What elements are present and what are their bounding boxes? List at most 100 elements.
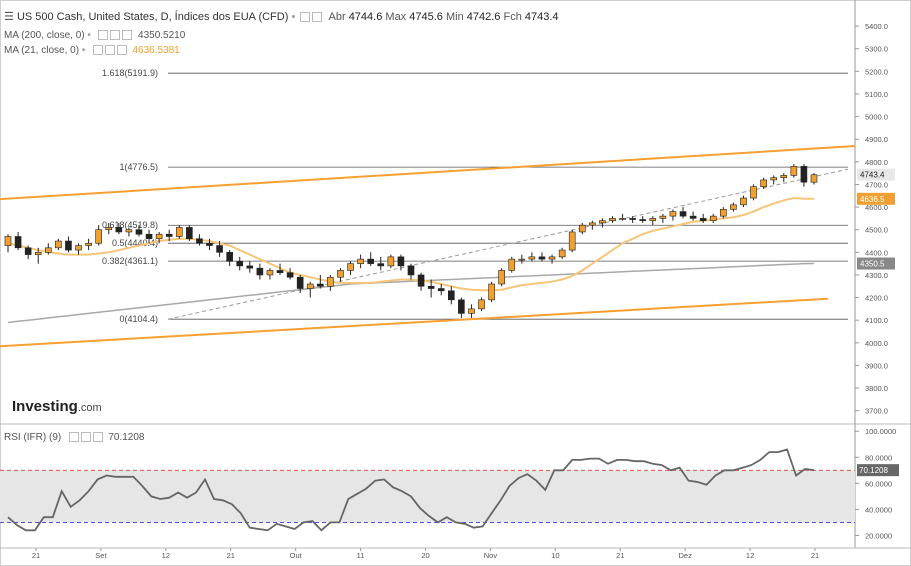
open-label: Abr [328, 11, 346, 23]
candle-body [196, 238, 203, 244]
time-tick-label: 12 [162, 551, 170, 560]
ma200-eye-icon[interactable] [98, 30, 109, 41]
time-tick-label: Nov [484, 551, 498, 560]
fibonacci-levels: 1.618(5191.9) 1(4776.5) 0.618(4519.8) 0.5(4… [102, 68, 849, 324]
candle-body [407, 265, 415, 276]
candle-body [55, 240, 62, 249]
candle-body [296, 276, 304, 289]
candle-body [246, 265, 254, 269]
ma21-price-tag-label: 4636.5 [860, 195, 885, 204]
ma21-price-tag-box [857, 192, 895, 205]
time-tick-label: Out [290, 551, 303, 560]
rsi-line [7, 448, 815, 532]
candle-body [750, 186, 757, 199]
ma21-legend: MA (21, close, 0) • 4636.5381 [4, 45, 180, 56]
time-tick-label: Dez [678, 551, 692, 560]
fib-level-label: 0.382(4361.1) [102, 256, 158, 266]
candle-body [599, 220, 606, 224]
channel-lower-line [0, 297, 829, 348]
settings-box-icon[interactable] [300, 12, 311, 23]
ma200-price-tag-box [857, 257, 895, 270]
candle-body [24, 247, 32, 255]
fib-level-label: 1(4776.5) [119, 162, 158, 172]
rsi-close-icon[interactable] [92, 432, 103, 443]
candle-body [367, 258, 375, 264]
low-label: Min [445, 11, 464, 23]
rsi-tick-label: 60.0000 [865, 479, 892, 488]
price-tick-label: 4200.0 [865, 294, 888, 303]
candle-body [699, 218, 707, 221]
candle-body [478, 299, 485, 310]
time-tick-label: 11 [357, 551, 365, 560]
candle-body [337, 270, 344, 278]
price-tick-label: 4600.0 [865, 203, 888, 212]
ma200-settings-icon[interactable] [110, 30, 121, 41]
candle-body [327, 276, 334, 287]
rsi-eye-icon[interactable] [68, 432, 79, 443]
candle-body [780, 175, 788, 178]
rsi-tick-label: 80.0000 [865, 453, 892, 462]
ma21-settings-icon[interactable] [104, 45, 115, 56]
candle-body [306, 283, 314, 289]
fib-level-label: 0(4104.4) [119, 314, 158, 324]
candle-body [85, 242, 92, 246]
price-tick-label: 4800.0 [865, 158, 888, 167]
rsi-value-tag-box [857, 464, 899, 477]
price-tick-label: 5100.0 [865, 90, 888, 99]
candle-body [659, 215, 667, 219]
close-label: Fch [503, 11, 522, 23]
ma21-eye-icon[interactable] [92, 45, 103, 56]
candle-body [216, 245, 223, 253]
time-tick-label: 21 [32, 551, 40, 560]
candle-body [135, 229, 143, 235]
candle-body [437, 288, 445, 292]
price-tick-label: 5000.0 [865, 113, 888, 122]
ma200-close-icon[interactable] [122, 30, 133, 41]
rsi-tick-label: 20.0000 [865, 531, 892, 540]
ma200-price-tag-label: 4350.5 [860, 260, 885, 269]
symbol-name: US 500 Cash, United States, D, Índices d… [16, 11, 289, 23]
candle-body [730, 204, 737, 210]
candle-body [65, 240, 72, 251]
close-box-icon[interactable] [312, 12, 323, 23]
candle-body [639, 219, 647, 221]
candle-body [568, 231, 576, 251]
price-tags: 4743.4 4636.5 4350.5 70.1208 [857, 168, 899, 477]
candle-body [589, 222, 596, 226]
candle-body [206, 242, 213, 246]
rsi-tick-label: 100.0000 [865, 427, 896, 436]
menu-icon[interactable]: ☰ [4, 11, 14, 23]
rsi-label: RSI (IFR) (9) [4, 432, 62, 443]
time-tick-label: 21 [616, 551, 624, 560]
rsi-settings-icon[interactable] [80, 432, 91, 443]
last-price-tag-box [857, 168, 895, 181]
candle-body [518, 258, 526, 261]
fib-trend-line [167, 168, 849, 320]
candle-body [75, 245, 82, 251]
candle-body [760, 179, 767, 188]
candle-body [226, 252, 233, 262]
time-tick-label: 12 [746, 551, 754, 560]
close-value: 4743.4 [524, 11, 559, 23]
candle-body [790, 166, 798, 176]
candle-body [800, 166, 808, 183]
candle-body [629, 218, 636, 220]
candle-body [427, 285, 435, 289]
rsi-value-tag-label: 70.1208 [859, 466, 888, 475]
candle-body [689, 215, 697, 219]
candle-body [558, 249, 566, 258]
symbol-legend: ☰ US 500 Cash, United States, D, Índices… [4, 10, 559, 23]
price-tick-label: 5300.0 [865, 45, 888, 54]
ma21-close-icon[interactable] [116, 45, 127, 56]
candle-body [115, 227, 123, 233]
time-tick-label: Set [95, 551, 107, 560]
candle-body [14, 236, 22, 249]
candle-body [145, 233, 153, 240]
price-tick-label: 4100.0 [865, 316, 888, 325]
candle-body [95, 229, 102, 244]
candle-body [236, 261, 244, 267]
candle-body [387, 256, 395, 267]
ma200-label: MA (200, close, 0) [4, 30, 85, 41]
candle-body [286, 272, 294, 278]
